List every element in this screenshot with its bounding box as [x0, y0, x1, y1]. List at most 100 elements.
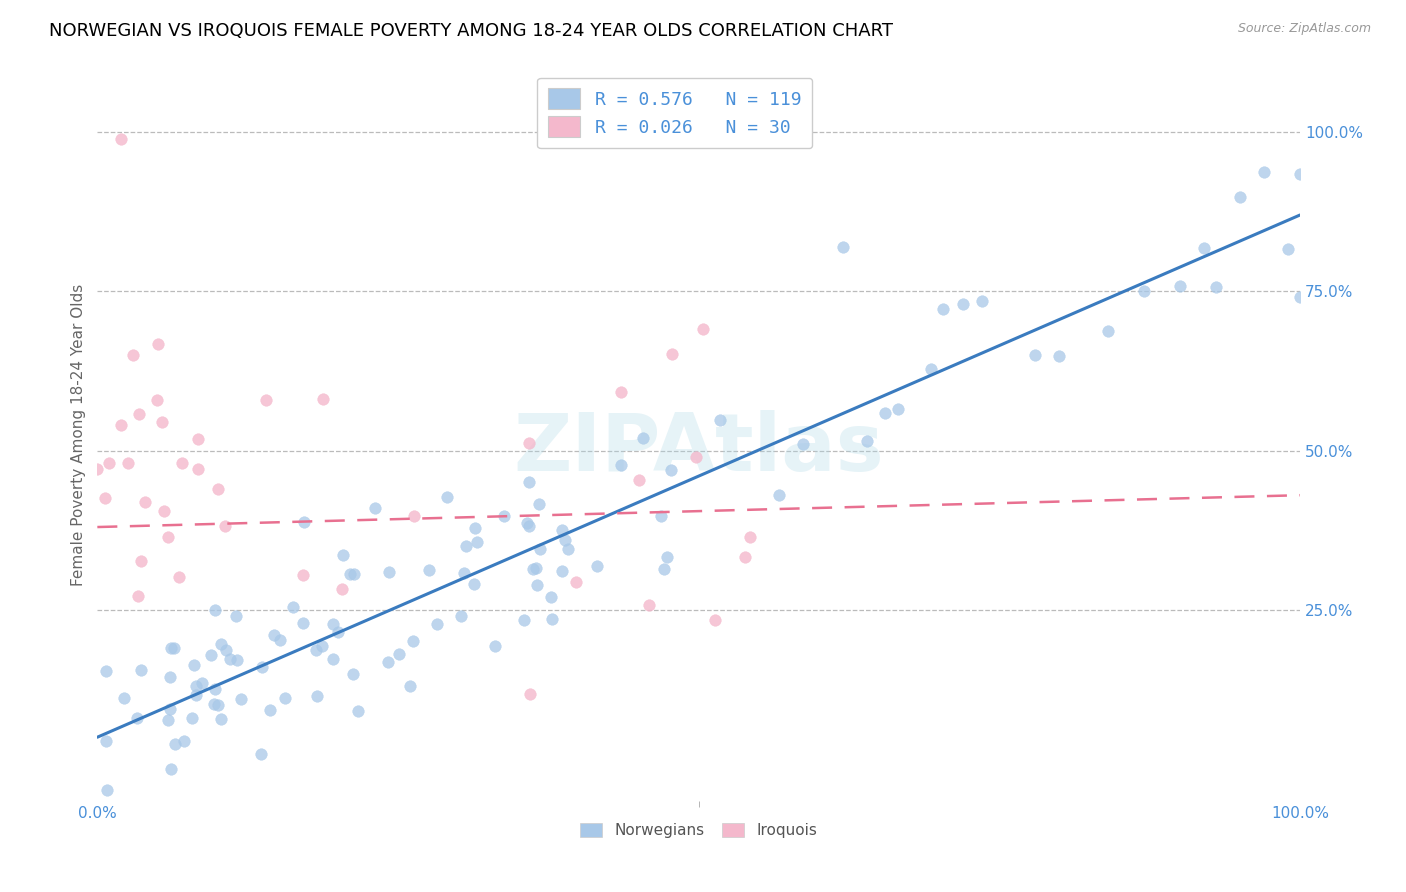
- Point: [259, 703, 281, 717]
- Point: [339, 567, 361, 582]
- Point: [225, 609, 247, 624]
- Point: [388, 647, 411, 661]
- Text: ZIPAtlas: ZIPAtlas: [513, 410, 884, 488]
- Y-axis label: Female Poverty Among 18-24 Year Olds: Female Poverty Among 18-24 Year Olds: [72, 284, 86, 586]
- Point: [659, 463, 682, 477]
- Point: [250, 747, 273, 761]
- Point: [704, 613, 727, 627]
- Point: [401, 634, 423, 648]
- Point: [1205, 280, 1227, 294]
- Point: [343, 567, 366, 582]
- Point: [517, 435, 540, 450]
- Point: [190, 675, 212, 690]
- Point: [152, 504, 174, 518]
- Point: [184, 689, 207, 703]
- Point: [291, 567, 314, 582]
- Point: [463, 577, 485, 591]
- Point: [267, 812, 290, 826]
- Point: [932, 301, 955, 316]
- Point: [657, 550, 679, 565]
- Point: [650, 508, 672, 523]
- Point: [207, 698, 229, 713]
- Point: [709, 413, 731, 427]
- Point: [156, 529, 179, 543]
- Point: [209, 712, 232, 726]
- Point: [342, 667, 364, 681]
- Point: [215, 643, 238, 657]
- Point: [887, 402, 910, 417]
- Point: [519, 687, 541, 701]
- Point: [157, 713, 180, 727]
- Point: [202, 698, 225, 712]
- Point: [291, 616, 314, 631]
- Point: [484, 640, 506, 654]
- Point: [94, 491, 117, 505]
- Point: [792, 437, 814, 451]
- Text: NORWEGIAN VS IROQUOIS FEMALE POVERTY AMONG 18-24 YEAR OLDS CORRELATION CHART: NORWEGIAN VS IROQUOIS FEMALE POVERTY AMO…: [49, 22, 893, 40]
- Legend: Norwegians, Iroquois: Norwegians, Iroquois: [574, 817, 823, 845]
- Point: [100, 817, 122, 831]
- Point: [1289, 290, 1312, 304]
- Point: [322, 652, 344, 666]
- Point: [184, 679, 207, 693]
- Point: [263, 628, 285, 642]
- Point: [522, 562, 544, 576]
- Point: [638, 598, 661, 612]
- Point: [214, 519, 236, 533]
- Point: [160, 641, 183, 656]
- Point: [346, 704, 368, 718]
- Point: [117, 456, 139, 470]
- Point: [873, 406, 896, 420]
- Point: [322, 616, 344, 631]
- Point: [856, 434, 879, 448]
- Point: [254, 392, 277, 407]
- Point: [187, 432, 209, 446]
- Text: Source: ZipAtlas.com: Source: ZipAtlas.com: [1237, 22, 1371, 36]
- Point: [312, 392, 335, 406]
- Point: [565, 575, 588, 590]
- Point: [129, 663, 152, 677]
- Point: [146, 337, 169, 351]
- Point: [516, 516, 538, 530]
- Point: [734, 550, 756, 565]
- Point: [101, 877, 124, 891]
- Point: [159, 762, 181, 776]
- Point: [98, 456, 121, 470]
- Point: [200, 648, 222, 662]
- Point: [292, 516, 315, 530]
- Point: [229, 692, 252, 706]
- Point: [633, 432, 655, 446]
- Point: [609, 385, 631, 400]
- Point: [952, 297, 974, 311]
- Point: [110, 131, 132, 145]
- Point: [204, 602, 226, 616]
- Point: [110, 418, 132, 433]
- Point: [492, 508, 515, 523]
- Point: [512, 613, 534, 627]
- Point: [183, 657, 205, 672]
- Point: [167, 569, 190, 583]
- Point: [377, 655, 399, 669]
- Point: [832, 240, 855, 254]
- Point: [226, 652, 249, 666]
- Point: [129, 554, 152, 568]
- Point: [125, 711, 148, 725]
- Point: [304, 643, 326, 657]
- Point: [551, 564, 574, 578]
- Point: [364, 500, 387, 515]
- Point: [453, 566, 475, 580]
- Point: [450, 608, 472, 623]
- Point: [1097, 324, 1119, 338]
- Point: [972, 293, 994, 308]
- Point: [204, 681, 226, 696]
- Point: [1253, 165, 1275, 179]
- Point: [661, 347, 683, 361]
- Point: [283, 600, 305, 615]
- Point: [554, 533, 576, 548]
- Point: [127, 589, 149, 603]
- Point: [93, 877, 115, 891]
- Point: [526, 578, 548, 592]
- Point: [98, 877, 121, 891]
- Point: [96, 782, 118, 797]
- Point: [146, 392, 169, 407]
